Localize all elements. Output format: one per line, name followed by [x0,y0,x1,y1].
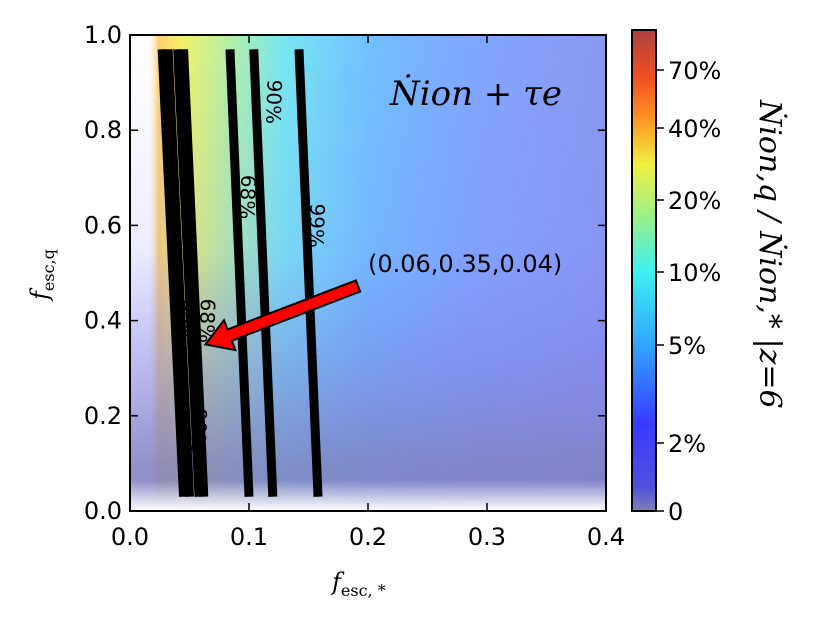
contour-label: 68% [235,174,261,219]
contour-line-99pct [157,49,189,497]
colorbar-tick-label: 5% [668,332,706,360]
annotation-text: (0.06,0.35,0.04) [368,250,562,278]
x-tick-label: 0.3 [468,523,506,551]
y-tick-label: 0.6 [84,211,122,239]
colorbar-tick-label: 10% [668,259,721,287]
contour-line-99pct [163,49,194,497]
y-axis-label: fesc,q [26,249,58,302]
x-tick-label: 0.2 [349,523,387,551]
colorbar-tick-label: 2% [668,430,706,458]
y-tick-label: 0.4 [84,307,122,335]
y-tick-label: 0.8 [84,116,122,144]
contour-line-68pct [225,49,254,497]
contour-label: 90% [261,79,287,124]
x-axis-label: fesc, * [330,568,386,600]
annotation-arrow [203,279,362,352]
contour-label: 99% [172,298,198,343]
contour-line-99pct [294,49,323,497]
heatmap-layer [130,35,606,511]
chart-title: Ṅion + τe [389,73,562,114]
y-tick-label: 1.0 [84,21,122,49]
contour-line-68pct [173,49,204,497]
y-tick-label: 0.0 [84,497,122,525]
x-tick-label: 0.4 [587,523,625,551]
y-axis-label-sub: esc,q [39,249,58,291]
colorbar-ticks: 0 2% 5% 10% 20% 40% 70% [656,57,721,526]
heatmap-vertical-shading [130,35,606,511]
annotation: (0.06,0.35,0.04) [203,250,562,352]
colorbar [631,29,657,512]
colorbar-label: Ṅion,q / Ṅion,* |z=6 [752,99,788,409]
contour-lines [157,49,323,497]
contour-line-90pct [249,49,278,497]
colorbar-tick-label: 70% [668,57,721,85]
x-axis-ticks: 0.0 0.1 0.2 0.3 0.4 [111,35,625,551]
y-tick-label: 0.2 [84,402,122,430]
colorbar-tick-label: 0 [668,498,683,526]
contour-label: 99% [304,203,330,248]
y-axis-ticks: 0.0 0.2 0.4 0.6 0.8 1.0 [84,21,606,525]
x-tick-label: 0.0 [111,523,149,551]
x-tick-label: 0.1 [230,523,268,551]
colorbar-tick-label: 40% [668,115,721,143]
colorbar-tick-label: 20% [668,187,721,215]
x-axis-label-sub: esc, * [341,581,386,600]
contour-line-90pct [179,49,209,497]
contour-label: 90% [186,408,212,453]
